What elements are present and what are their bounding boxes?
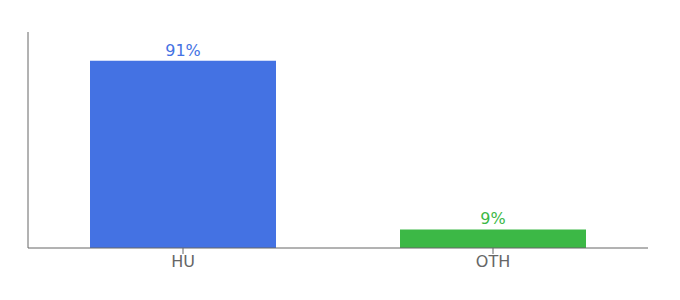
svg-text:91%: 91% <box>165 41 201 60</box>
svg-text:OTH: OTH <box>476 252 510 271</box>
svg-text:HU: HU <box>171 252 195 271</box>
svg-text:9%: 9% <box>480 209 505 228</box>
